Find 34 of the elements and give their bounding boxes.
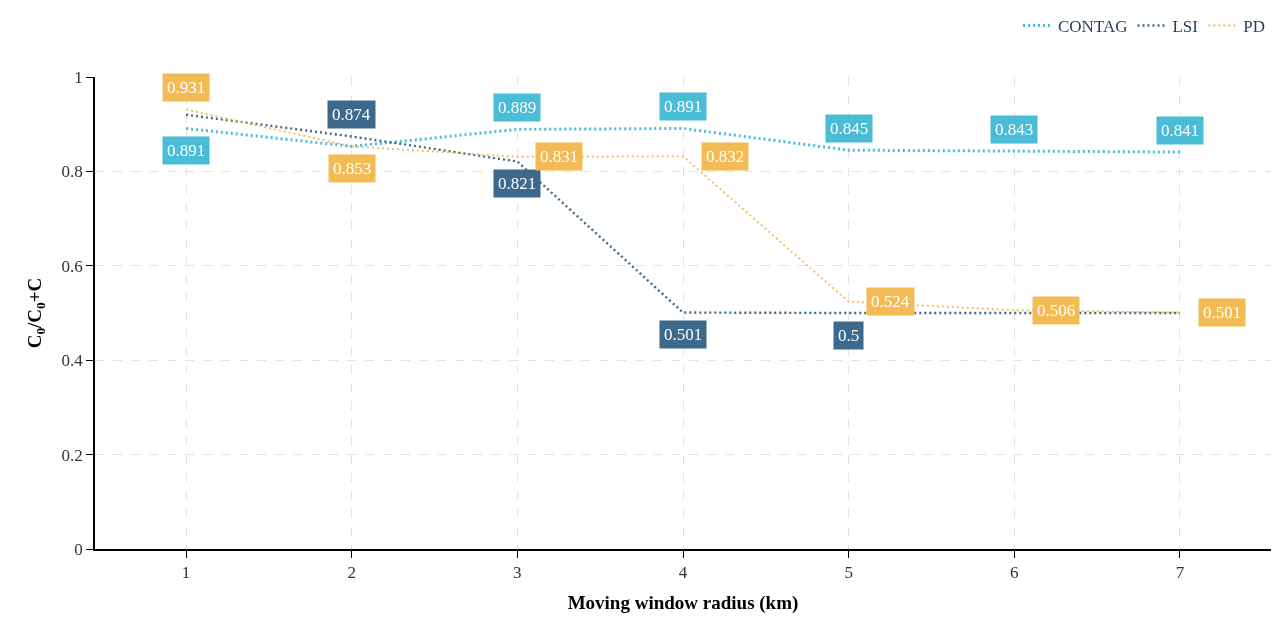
legend-label: PD (1243, 17, 1266, 37)
data-label: 0.891 (167, 141, 206, 160)
data-label: 0.874 (332, 105, 371, 124)
data-label: 0.889 (498, 98, 537, 117)
x-tick-label: 4 (678, 563, 688, 583)
x-axis-title: Moving window radius (km) (567, 592, 799, 615)
y-tick-label: 0.4 (61, 351, 84, 371)
data-label: 0.506 (1037, 301, 1076, 320)
x-tick-label: 6 (1010, 563, 1019, 583)
legend-label: CONTAG (1058, 17, 1128, 37)
data-label: 0.891 (664, 97, 703, 116)
data-label: 0.501 (664, 325, 703, 344)
data-label: 0.5 (838, 326, 860, 345)
y-tick-label: 0.2 (61, 445, 83, 465)
data-label: 0.501 (1203, 303, 1242, 322)
data-label: 0.843 (995, 120, 1034, 139)
data-label: 0.841 (1161, 121, 1200, 140)
x-tick-label: 3 (513, 563, 522, 583)
data-label: 0.853 (333, 159, 372, 178)
y-tick-label: 0 (74, 539, 83, 559)
data-label: 0.821 (498, 174, 537, 193)
data-label: 0.845 (830, 119, 869, 138)
x-tick-label: 5 (844, 563, 853, 583)
y-tick-label: 1 (74, 67, 83, 87)
y-tick-label: 0.8 (61, 162, 83, 182)
data-label: 0.831 (540, 147, 579, 166)
x-tick-label: 7 (1175, 563, 1185, 583)
data-label: 0.832 (706, 147, 745, 166)
legend-label: LSI (1172, 17, 1199, 37)
data-label: 0.931 (167, 78, 206, 97)
data-label: 0.524 (871, 292, 910, 311)
x-tick-label: 2 (347, 563, 356, 583)
x-tick-label: 1 (181, 563, 191, 583)
y-tick-label: 0.6 (61, 256, 83, 276)
